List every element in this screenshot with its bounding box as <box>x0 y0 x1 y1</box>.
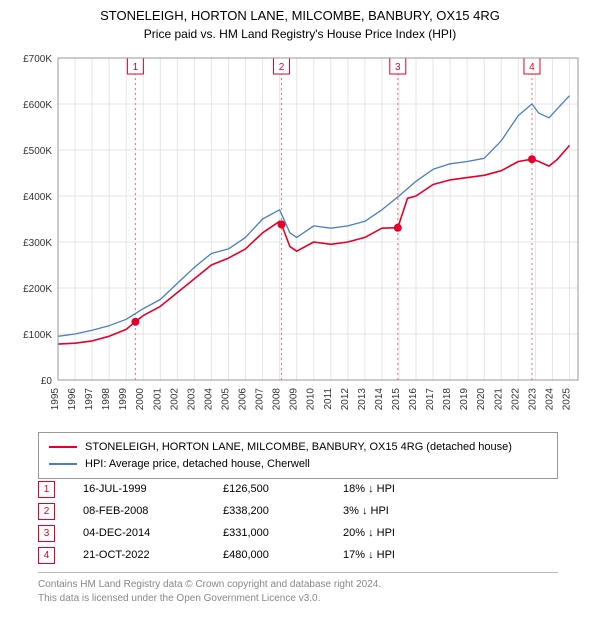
svg-text:2005: 2005 <box>220 388 231 411</box>
svg-text:2018: 2018 <box>442 388 453 411</box>
event-marker: 3 <box>38 525 55 542</box>
svg-text:2017: 2017 <box>425 388 436 411</box>
svg-text:2019: 2019 <box>459 388 470 411</box>
legend-row-property: STONELEIGH, HORTON LANE, MILCOMBE, BANBU… <box>49 439 547 456</box>
event-delta: 3% ↓ HPI <box>343 505 463 517</box>
event-price: £480,000 <box>223 549 343 561</box>
attribution-line1: Contains HM Land Registry data © Crown c… <box>38 578 558 592</box>
svg-text:2002: 2002 <box>169 388 180 411</box>
chart-area: 1 2 3 4 £0 £100K £200K £300K £400K £500K £600K £700… <box>10 50 590 420</box>
line-chart-svg: 1 2 3 4 £0 £100K £200K £300K £400K £500K £600K £700… <box>10 50 590 420</box>
svg-text:2008: 2008 <box>272 388 283 411</box>
legend-label-property: STONELEIGH, HORTON LANE, MILCOMBE, BANBU… <box>85 439 512 456</box>
legend-swatch-property <box>49 446 77 448</box>
svg-text:2000: 2000 <box>135 388 146 411</box>
event-price: £126,500 <box>223 483 343 495</box>
svg-text:1997: 1997 <box>84 388 95 411</box>
event-date: 08-FEB-2008 <box>83 505 223 517</box>
event-row: 2 08-FEB-2008£338,2003% ↓ HPI <box>38 500 558 522</box>
svg-text:2003: 2003 <box>186 388 197 411</box>
event-marker: 1 <box>38 481 55 498</box>
event-price: £331,000 <box>223 527 343 539</box>
legend-swatch-hpi <box>49 463 77 465</box>
svg-text:2020: 2020 <box>476 388 487 411</box>
svg-text:2010: 2010 <box>306 388 317 411</box>
svg-text:1: 1 <box>133 62 139 73</box>
svg-text:£100K: £100K <box>23 330 52 341</box>
svg-text:2022: 2022 <box>510 388 521 411</box>
svg-text:£700K: £700K <box>23 54 52 65</box>
svg-text:2013: 2013 <box>357 388 368 411</box>
svg-text:4: 4 <box>529 62 535 73</box>
event-delta: 17% ↓ HPI <box>343 549 463 561</box>
svg-text:2001: 2001 <box>152 388 163 411</box>
svg-text:2011: 2011 <box>323 388 334 410</box>
event-row: 4 21-OCT-2022£480,00017% ↓ HPI <box>38 544 558 566</box>
events-table: 1 16-JUL-1999£126,50018% ↓ HPI 2 08-FEB-200… <box>38 478 558 566</box>
svg-text:2012: 2012 <box>340 388 351 411</box>
svg-text:£600K: £600K <box>23 100 52 111</box>
svg-text:2024: 2024 <box>544 388 555 411</box>
svg-text:1999: 1999 <box>118 388 129 411</box>
svg-text:2009: 2009 <box>289 388 300 411</box>
svg-text:3: 3 <box>395 62 401 73</box>
svg-text:£300K: £300K <box>23 238 52 249</box>
event-price: £338,200 <box>223 505 343 517</box>
event-date: 04-DEC-2014 <box>83 527 223 539</box>
legend-row-hpi: HPI: Average price, detached house, Cher… <box>49 456 547 473</box>
event-row: 1 16-JUL-1999£126,50018% ↓ HPI <box>38 478 558 500</box>
svg-text:2006: 2006 <box>238 388 249 411</box>
svg-text:2016: 2016 <box>408 388 419 411</box>
svg-text:2015: 2015 <box>391 388 402 411</box>
svg-text:2004: 2004 <box>203 388 214 411</box>
chart-container: STONELEIGH, HORTON LANE, MILCOMBE, BANBU… <box>0 0 600 620</box>
attribution: Contains HM Land Registry data © Crown c… <box>38 572 558 606</box>
svg-text:2014: 2014 <box>374 388 385 411</box>
svg-text:2: 2 <box>279 62 285 73</box>
event-row: 3 04-DEC-2014£331,00020% ↓ HPI <box>38 522 558 544</box>
chart-subtitle: Price paid vs. HM Land Registry's House … <box>0 25 600 41</box>
event-date: 21-OCT-2022 <box>83 549 223 561</box>
svg-text:2007: 2007 <box>255 388 266 411</box>
event-marker: 4 <box>38 547 55 564</box>
svg-text:£0: £0 <box>41 376 53 387</box>
chart-title: STONELEIGH, HORTON LANE, MILCOMBE, BANBU… <box>0 0 600 25</box>
attribution-line2: This data is licensed under the Open Gov… <box>38 592 558 606</box>
svg-text:2023: 2023 <box>527 388 538 411</box>
svg-text:1998: 1998 <box>101 388 112 411</box>
event-delta: 18% ↓ HPI <box>343 483 463 495</box>
svg-text:1996: 1996 <box>67 388 78 411</box>
event-marker: 2 <box>38 503 55 520</box>
svg-text:2025: 2025 <box>561 388 572 411</box>
legend-box: STONELEIGH, HORTON LANE, MILCOMBE, BANBU… <box>38 432 558 479</box>
legend-label-hpi: HPI: Average price, detached house, Cher… <box>85 456 310 473</box>
svg-text:£500K: £500K <box>23 146 52 157</box>
svg-text:£200K: £200K <box>23 284 52 295</box>
svg-text:2021: 2021 <box>493 388 504 411</box>
event-date: 16-JUL-1999 <box>83 483 223 495</box>
svg-text:1995: 1995 <box>50 388 61 411</box>
event-delta: 20% ↓ HPI <box>343 527 463 539</box>
svg-text:£400K: £400K <box>23 192 52 203</box>
